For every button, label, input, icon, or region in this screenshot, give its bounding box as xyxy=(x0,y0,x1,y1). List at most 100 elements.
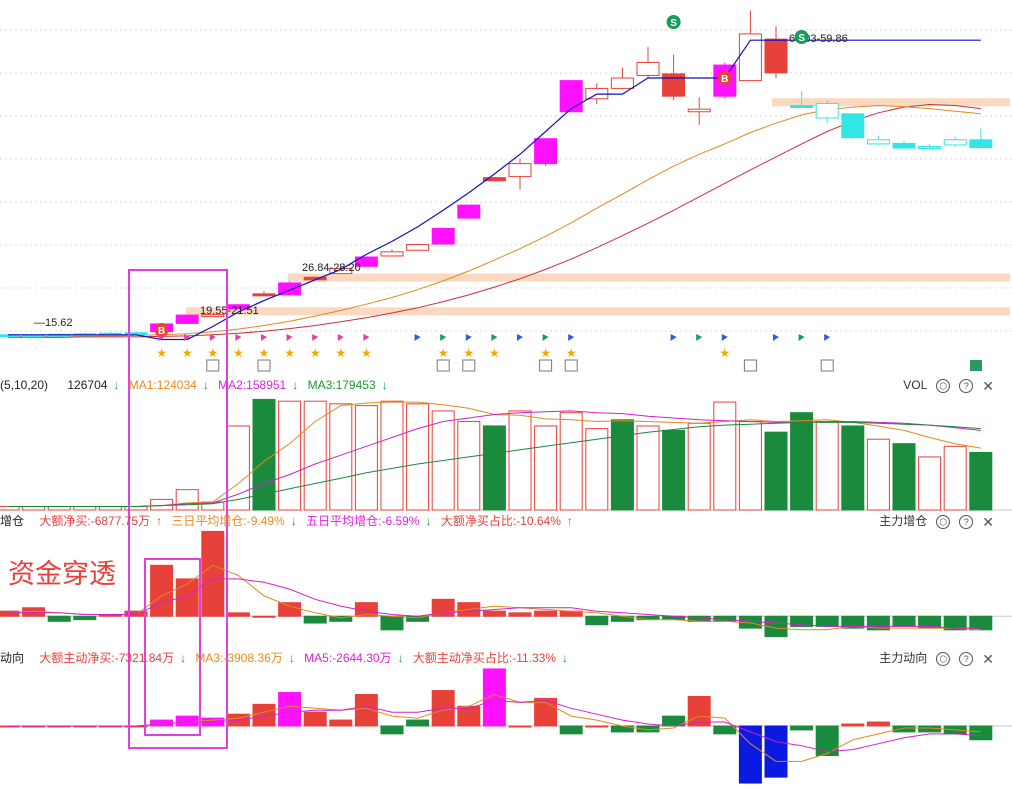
zldx-title: 主力动向 xyxy=(879,651,928,665)
arrow-down-icon: ↓ xyxy=(425,514,432,528)
buy-marker xyxy=(154,323,169,337)
star-icon: ★ xyxy=(156,346,167,360)
vol-bar xyxy=(508,410,532,511)
flag-icon xyxy=(312,334,319,341)
zldx-bar xyxy=(406,719,430,727)
zldx-bar xyxy=(457,705,481,727)
vol-bar xyxy=(738,421,762,511)
close-icon[interactable]: ✕ xyxy=(982,377,994,394)
vol-bar xyxy=(380,400,404,511)
flag-icon xyxy=(337,334,344,341)
vol-bar xyxy=(354,405,378,511)
star-icon: ★ xyxy=(361,346,372,360)
candle xyxy=(534,138,558,165)
vol-bar xyxy=(482,425,506,511)
highlight-box xyxy=(144,558,201,736)
info-icon xyxy=(820,359,834,372)
flag-icon xyxy=(184,334,191,341)
candle xyxy=(508,163,532,178)
flag-icon xyxy=(465,334,472,341)
vol-bar xyxy=(585,428,609,511)
settings-icon[interactable]: ⬡ xyxy=(936,514,951,529)
flag-icon xyxy=(721,334,728,341)
vol-ma1: MA1:124034 xyxy=(128,378,197,392)
zlzc-net: 大额净买:-6877.75万 xyxy=(39,514,151,528)
zlzc-five-day: 五日平均增仓:-6.59% xyxy=(306,514,420,528)
vol-bar xyxy=(969,452,993,511)
flag-icon xyxy=(491,334,498,341)
buy-marker-label: B xyxy=(158,326,165,337)
zlzc-bar xyxy=(124,610,148,617)
help-icon[interactable]: ? xyxy=(959,514,974,529)
info-icon xyxy=(539,359,553,372)
settings-icon[interactable]: ⬡ xyxy=(936,378,951,393)
zldx-bar xyxy=(969,725,993,741)
zlzc-bar xyxy=(252,615,276,618)
vol-ma2: MA2:158951 xyxy=(218,378,287,392)
zlzc-bar xyxy=(175,578,199,617)
help-icon[interactable]: ? xyxy=(959,378,974,393)
candle xyxy=(559,80,583,113)
info-icon xyxy=(564,359,578,372)
zldx-bar xyxy=(892,725,916,733)
zldx-bar xyxy=(303,711,327,727)
zlzc-bar xyxy=(841,615,865,629)
arrow-down-icon: ↓ xyxy=(180,651,187,665)
zlzc-bar xyxy=(47,615,71,622)
vol-bar xyxy=(918,456,942,511)
vol-ma20-line xyxy=(8,421,981,507)
zlzc-bar xyxy=(150,564,174,617)
zldx-bar xyxy=(329,719,353,727)
vol-bar xyxy=(610,419,634,511)
arrow-down-icon: ↓ xyxy=(562,651,569,665)
vol-title-group: VOL ⬡? ✕ xyxy=(903,376,1000,395)
candle xyxy=(636,61,660,76)
vol-bar xyxy=(303,400,327,511)
vol-prefix: (5,10,20) xyxy=(0,378,49,392)
close-icon[interactable]: ✕ xyxy=(982,650,994,667)
zlzc-bar xyxy=(73,615,97,621)
candle xyxy=(841,113,865,139)
candle xyxy=(610,77,634,89)
vol-bar xyxy=(866,438,890,511)
candle xyxy=(457,204,481,219)
candle xyxy=(329,267,353,275)
zlzc-bar xyxy=(226,612,250,617)
zlzc-bar xyxy=(0,610,20,617)
price-label: 19.55-21.51 xyxy=(200,305,259,317)
vol-bar xyxy=(764,431,788,511)
zldx-prefix: 动向 xyxy=(0,651,25,665)
vol-bar xyxy=(943,445,967,511)
highlight-box xyxy=(128,269,228,749)
price-label: —15.62 xyxy=(34,317,73,329)
zldx-bar xyxy=(738,725,762,784)
zldx-title-group: 主力动向 ⬡? ✕ xyxy=(879,649,1000,668)
vol-bar xyxy=(713,401,737,511)
arrow-down-icon: ↓ xyxy=(290,514,297,528)
price-label: 26.84-28.20 xyxy=(302,262,361,274)
arrow-down-icon: ↓ xyxy=(292,378,299,392)
zldx-bar xyxy=(815,725,839,756)
candle xyxy=(252,293,276,297)
vol-bar xyxy=(457,421,481,511)
sell-marker-label: S xyxy=(670,18,677,29)
settings-icon[interactable]: ⬡ xyxy=(936,651,951,666)
zldx-bar xyxy=(354,694,378,727)
help-icon[interactable]: ? xyxy=(959,651,974,666)
zldx-bar xyxy=(278,692,302,727)
candle xyxy=(790,105,814,109)
star-icon: ★ xyxy=(182,346,193,360)
vol-ma3: MA3:179453 xyxy=(307,378,376,392)
candle xyxy=(380,251,404,257)
vol-header: (5,10,20) 126704 ↓ MA1:124034 ↓ MA2:158951… xyxy=(0,376,1012,394)
zldx-bar xyxy=(866,721,890,727)
candle xyxy=(431,227,455,245)
zlzc-ma-orange-line xyxy=(7,564,981,631)
flag-icon xyxy=(542,334,549,341)
candle xyxy=(482,177,506,182)
star-icon: ★ xyxy=(259,346,270,360)
vol-bar xyxy=(329,403,353,511)
promo-text: 资金穿透 xyxy=(8,559,116,590)
close-icon[interactable]: ✕ xyxy=(982,513,994,530)
